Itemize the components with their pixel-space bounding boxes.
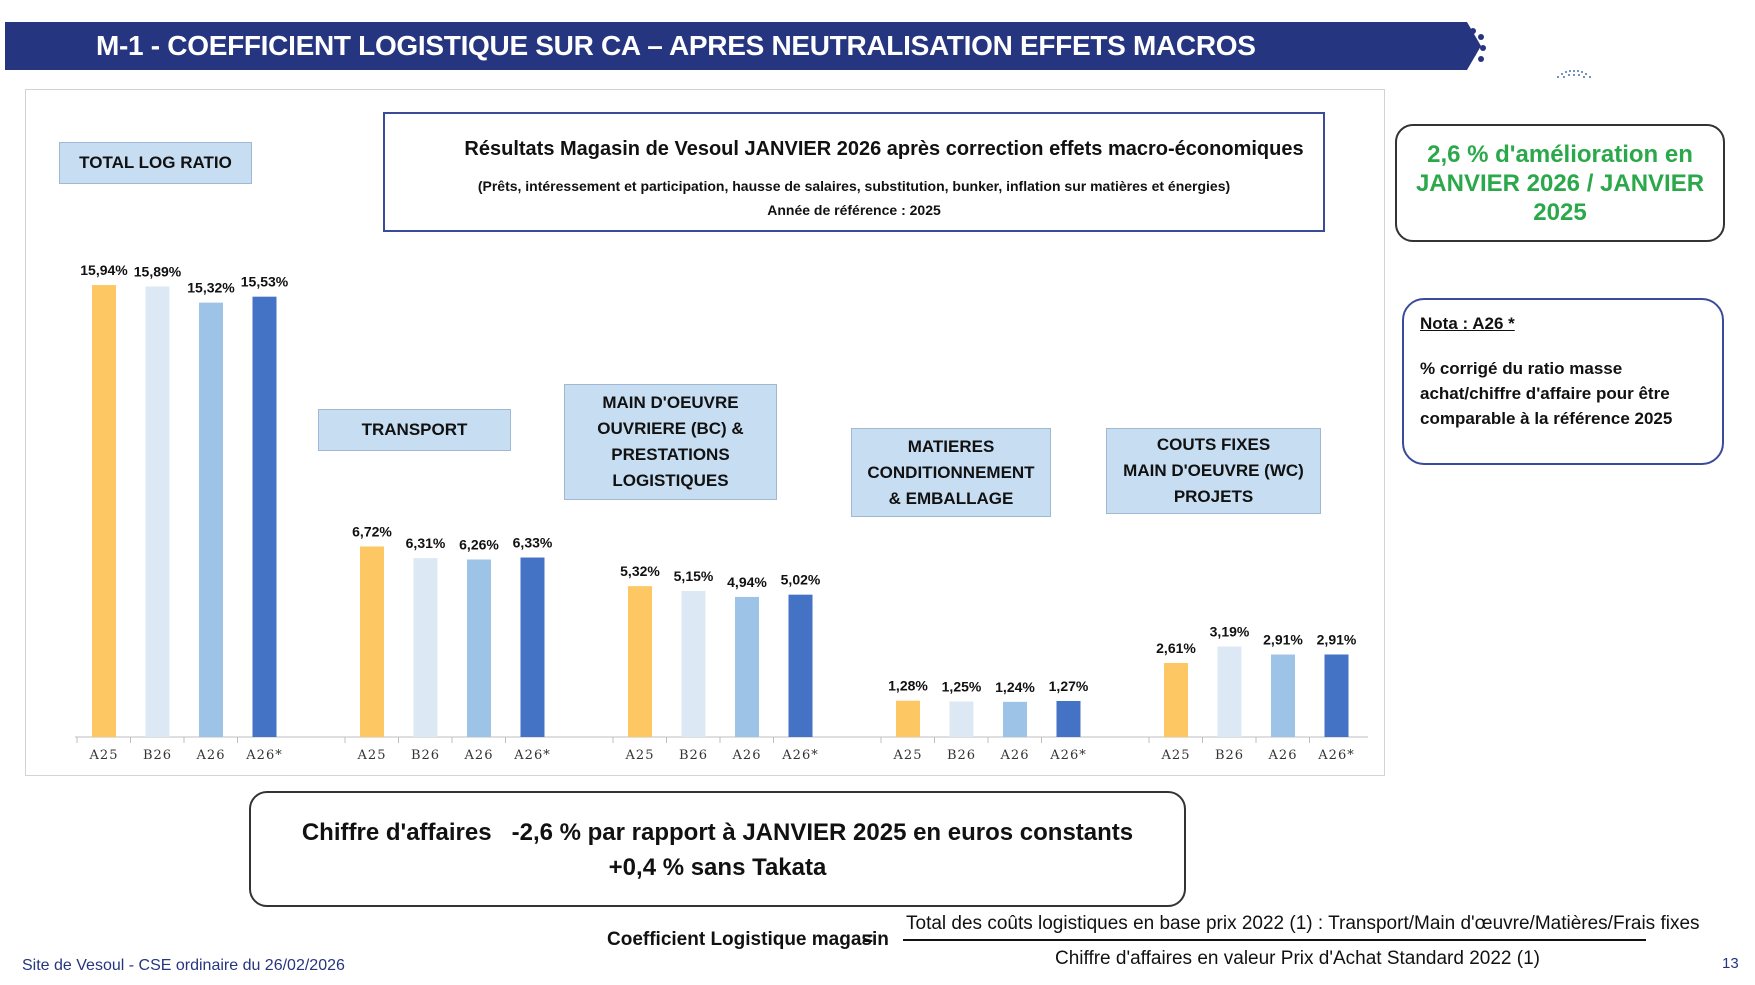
bar-0-1 <box>145 286 170 737</box>
data-label-4-3: 2,91% <box>1317 631 1357 647</box>
results-subtitle: (Prêts, intéressement et participation, … <box>477 178 1231 194</box>
bar-2-2 <box>735 596 759 737</box>
nota-title: Nota : A26 * <box>1420 314 1515 333</box>
revenue-box: Chiffre d'affaires -2,6 % par rapport à … <box>249 791 1186 907</box>
tick-label-1-0: A25 <box>357 748 387 763</box>
nota-text: % corrigé du ratio masse achat/chiffre d… <box>1420 359 1673 428</box>
data-label-1-2: 6,26% <box>459 537 499 553</box>
data-label-1-0: 6,72% <box>352 523 392 539</box>
bar-1-1 <box>413 558 438 737</box>
tick-label-1-2: A26 <box>464 748 494 763</box>
title-bar: M-1 - COEFFICIENT LOGISTIQUE SUR CA – AP… <box>5 22 1467 70</box>
data-label-2-3: 5,02% <box>781 572 821 588</box>
bar-0-3 <box>252 296 277 737</box>
bar-4-0 <box>1164 662 1188 737</box>
data-label-0-0: 15,94% <box>80 262 128 278</box>
bar-0-2 <box>199 302 223 737</box>
results-reference: Année de référence : 2025 <box>767 202 941 218</box>
results-box: Résultats Magasin de Vesoul JANVIER 2026… <box>383 112 1325 232</box>
tick-label-4-2: A26 <box>1268 748 1298 763</box>
data-label-1-1: 6,31% <box>406 535 446 551</box>
bar-1-2 <box>467 559 491 737</box>
bar-3-3 <box>1056 700 1081 737</box>
data-label-1-3: 6,33% <box>513 535 553 551</box>
bar-4-3 <box>1324 654 1349 737</box>
formula-denominator: Chiffre d'affaires en valeur Prix d'Acha… <box>1055 948 1540 969</box>
data-label-0-1: 15,89% <box>134 263 182 279</box>
bar-3-0 <box>896 700 920 737</box>
data-label-0-3: 15,53% <box>241 274 289 290</box>
title-bar-arrow <box>1467 22 1481 70</box>
data-label-3-2: 1,24% <box>995 679 1035 695</box>
data-label-4-0: 2,61% <box>1156 640 1196 656</box>
tick-label-1-1: B26 <box>411 748 440 763</box>
tick-label-3-1: B26 <box>947 748 976 763</box>
improvement-text: 2,6 % d'amélioration en JANVIER 2026 / J… <box>1415 140 1705 226</box>
tick-label-0-3: A26* <box>245 748 282 763</box>
data-label-3-1: 1,25% <box>942 679 982 695</box>
data-label-2-2: 4,94% <box>727 574 767 590</box>
data-label-0-2: 15,32% <box>187 280 235 296</box>
bar-2-3 <box>788 594 813 737</box>
formula-fraction-line <box>903 939 1646 941</box>
tick-label-3-0: A25 <box>893 748 923 763</box>
brand-logo-icon <box>1552 67 1596 79</box>
tick-label-3-2: A26 <box>1000 748 1030 763</box>
tick-label-0-2: A26 <box>196 748 226 763</box>
bar-4-1 <box>1217 646 1242 737</box>
results-title: Résultats Magasin de Vesoul JANVIER 2026… <box>464 138 1304 160</box>
category-label-transport: TRANSPORT <box>318 409 511 451</box>
tick-label-1-3: A26* <box>513 748 550 763</box>
improvement-box: 2,6 % d'amélioration en JANVIER 2026 / J… <box>1395 124 1725 242</box>
bar-0-0 <box>92 285 116 737</box>
footer-text: Site de Vesoul - CSE ordinaire du 26/02/… <box>22 957 345 974</box>
tick-label-2-0: A25 <box>625 748 655 763</box>
nota-box: Nota : A26 * % corrigé du ratio masse ac… <box>1402 298 1724 465</box>
tick-label-4-0: A25 <box>1161 748 1191 763</box>
tick-label-4-1: B26 <box>1215 748 1244 763</box>
page-number: 13 <box>1722 955 1739 972</box>
bar-3-1 <box>949 701 974 737</box>
formula-label: Coefficient Logistique magasin <box>607 929 889 950</box>
bar-4-2 <box>1271 654 1295 737</box>
data-label-4-1: 3,19% <box>1210 624 1250 640</box>
category-label-main-oeuvre-ouvriere: MAIN D'OEUVRE OUVRIERE (BC) & PRESTATION… <box>564 384 777 500</box>
page-title: M-1 - COEFFICIENT LOGISTIQUE SUR CA – AP… <box>96 30 1256 61</box>
category-label-total-log-ratio: TOTAL LOG RATIO <box>59 142 252 184</box>
tick-label-2-2: A26 <box>732 748 762 763</box>
category-label-couts-fixes: COUTS FIXES MAIN D'OEUVRE (WC) PROJETS <box>1106 428 1321 514</box>
bar-2-0 <box>628 586 652 737</box>
data-label-3-0: 1,28% <box>888 678 928 694</box>
formula-equals: = <box>862 929 874 950</box>
data-label-2-1: 5,15% <box>674 568 714 584</box>
revenue-line-1: Chiffre d'affaires -2,6 % par rapport à … <box>301 819 1134 846</box>
revenue-line-2: +0,4 % sans Takata <box>608 854 827 881</box>
bar-1-0 <box>360 546 384 737</box>
tick-label-3-3: A26* <box>1049 748 1086 763</box>
bar-1-3 <box>520 557 545 737</box>
tick-label-0-0: A25 <box>89 748 119 763</box>
bar-3-2 <box>1003 701 1027 737</box>
data-label-2-0: 5,32% <box>620 563 660 579</box>
tick-label-4-3: A26* <box>1317 748 1354 763</box>
formula-numerator: Total des coûts logistiques en base prix… <box>906 913 1700 934</box>
logo-dots-icon <box>1468 26 1498 66</box>
tick-label-2-3: A26* <box>781 748 818 763</box>
data-label-4-2: 2,91% <box>1263 631 1303 647</box>
tick-label-0-1: B26 <box>143 748 172 763</box>
tick-label-2-1: B26 <box>679 748 708 763</box>
data-label-3-3: 1,27% <box>1049 678 1089 694</box>
category-label-matieres-conditionnement: MATIERES CONDITIONNEMENT & EMBALLAGE <box>851 428 1051 517</box>
bar-2-1 <box>681 590 706 737</box>
